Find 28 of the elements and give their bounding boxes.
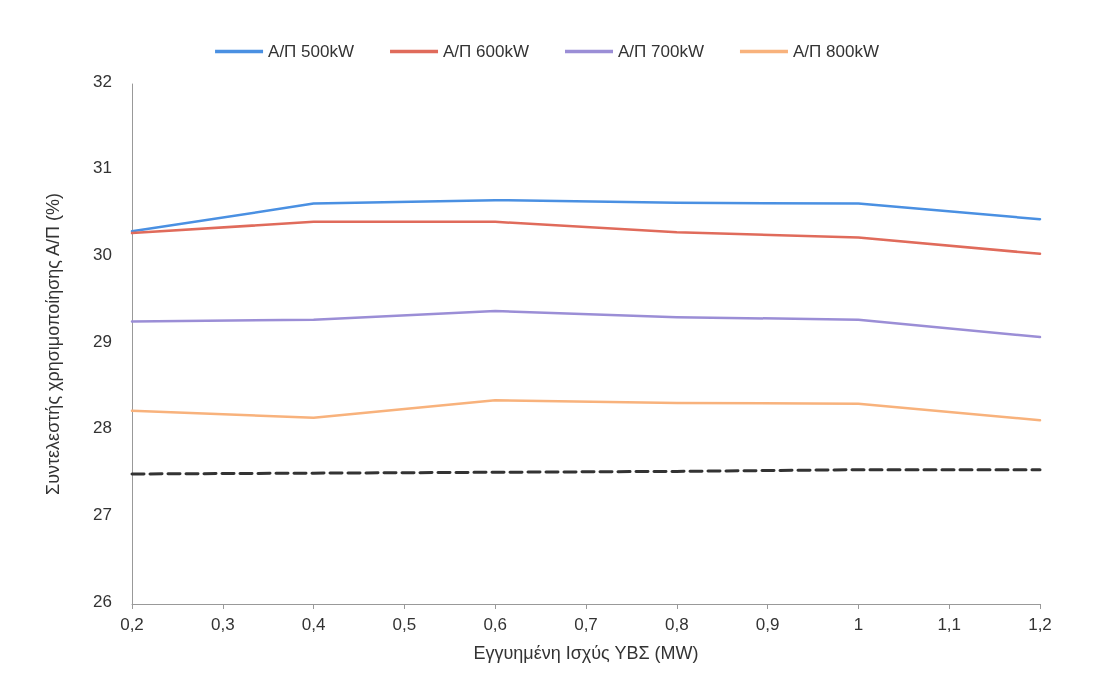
x-tick-label: 0,4 bbox=[301, 615, 326, 634]
line-series bbox=[130, 309, 1042, 339]
y-tick-label: 29 bbox=[93, 331, 112, 351]
y-tick-label: 30 bbox=[93, 244, 112, 264]
legend-label: Α/Π 600kW bbox=[443, 42, 530, 61]
x-tick-label: 0,7 bbox=[574, 615, 598, 634]
x-tick-label: 1,1 bbox=[937, 615, 962, 634]
x-tick-label: 0,3 bbox=[210, 615, 235, 634]
legend-label: Α/Π 800kW bbox=[792, 42, 879, 61]
y-tick-label: 31 bbox=[93, 158, 112, 178]
y-tick-label: 32 bbox=[93, 71, 112, 91]
legend-label: Α/Π 700kW bbox=[618, 42, 704, 61]
legend-label: Α/Π 500kW bbox=[268, 42, 355, 61]
line-series bbox=[130, 198, 1042, 233]
x-tick-label: 0,6 bbox=[483, 615, 508, 634]
y-tick-label: 26 bbox=[93, 591, 112, 611]
x-tick-label: 0,5 bbox=[392, 615, 417, 634]
line-series bbox=[130, 399, 1042, 422]
x-tick-label: 1 bbox=[853, 615, 864, 634]
x-axis-title: Εγγυημένη Ισχύς ΥΒΣ (MW) bbox=[473, 643, 699, 663]
y-tick-label: 28 bbox=[93, 418, 112, 438]
x-tick-label: 0,9 bbox=[755, 615, 780, 634]
x-tick-label: 0,2 bbox=[120, 615, 144, 634]
line-series bbox=[130, 220, 1042, 256]
y-axis-title: Συντελεστής χρησιμοποίησης Α/Π (%) bbox=[43, 193, 63, 495]
x-tick-label: 0,8 bbox=[664, 615, 689, 634]
x-tick-label: 1,2 bbox=[1028, 615, 1052, 634]
y-tick-label: 27 bbox=[93, 504, 112, 524]
